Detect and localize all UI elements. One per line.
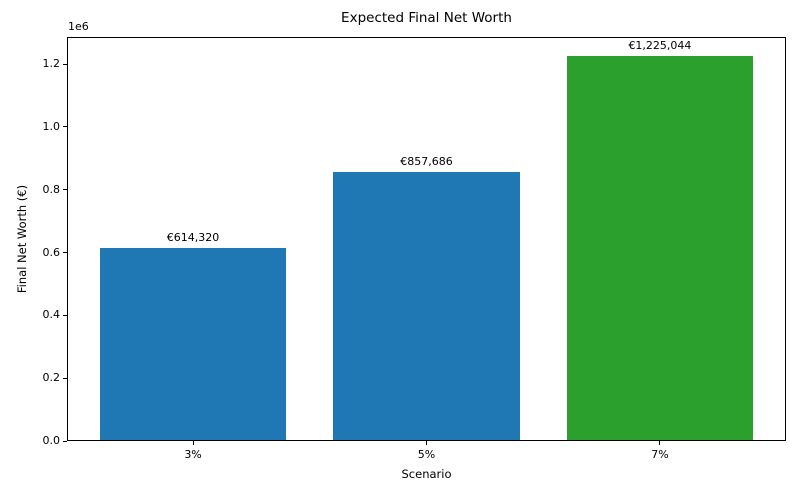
y-tick-mark [63,126,67,128]
y-tick-label: 0.0 [42,434,61,447]
y-tick-label: 0.2 [42,371,61,385]
y-tick-label: 0.8 [42,182,61,196]
y-tick-mark [63,377,67,379]
x-axis-label: Scenario [401,467,452,481]
y-tick-mark [63,314,67,316]
y-axis-label: Final Net Worth (€) [15,184,29,294]
bar-value-label: €857,686 [400,154,453,168]
bar-value-label: €1,225,044 [628,39,692,53]
x-tick-mark [659,441,661,445]
y-tick-mark [63,440,67,442]
y-tick-label: 1.0 [42,119,61,133]
chart-title: Expected Final Net Worth [341,10,512,26]
x-tick-label: 3% [184,448,202,461]
y-tick-mark [63,63,67,65]
bar [566,56,754,440]
y-tick-label: 0.4 [42,308,61,322]
x-tick-label: 7% [651,448,669,461]
x-tick-mark [426,441,427,445]
y-axis-offset-text: 1e6 [68,20,89,33]
bar [99,248,287,440]
bar-value-label: €614,320 [166,231,220,245]
y-tick-label: 1.2 [42,57,61,71]
x-tick-mark [192,441,194,445]
y-tick-label: 0.6 [42,245,61,259]
x-tick-label: 5% [417,448,436,461]
y-tick-mark [63,252,67,254]
bar [333,171,520,440]
y-tick-mark [63,189,67,191]
